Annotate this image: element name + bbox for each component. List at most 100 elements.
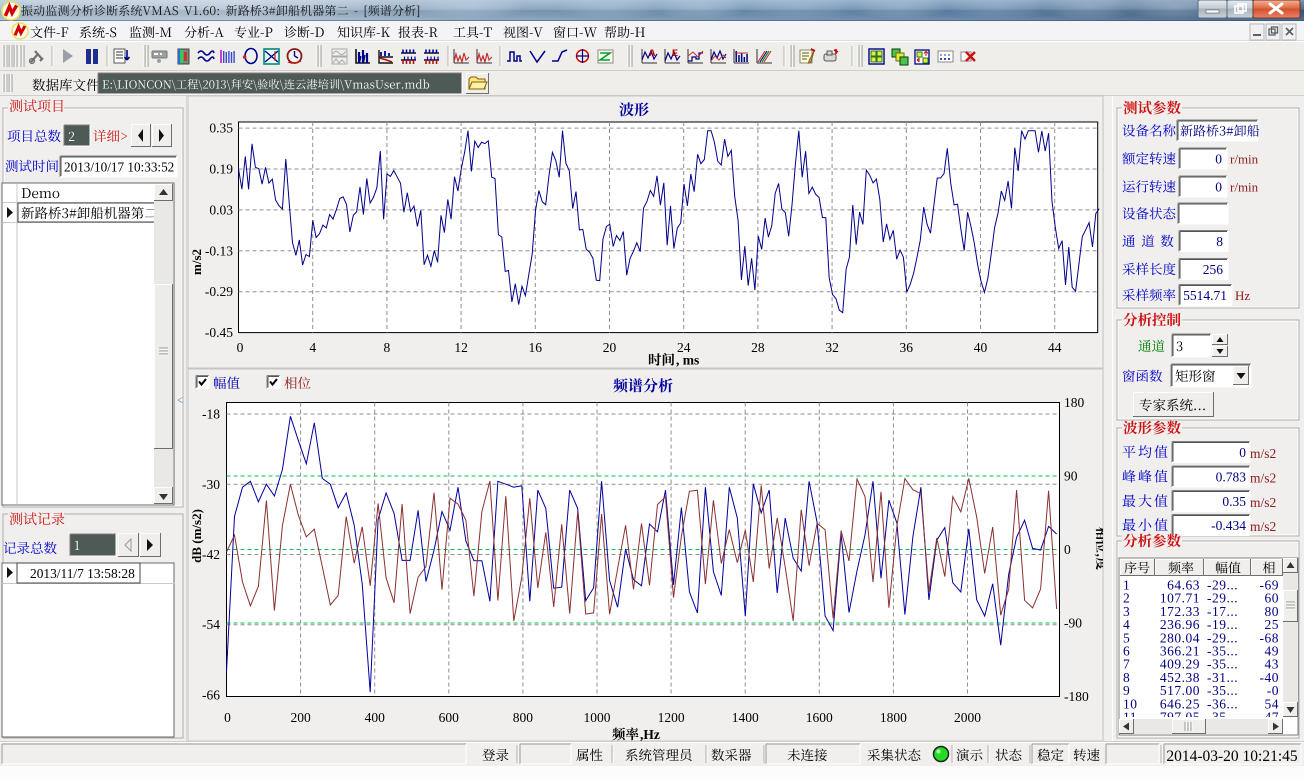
svg-text:44: 44 [1048, 340, 1062, 355]
svg-text:1800: 1800 [880, 710, 907, 725]
svg-text:6: 6 [1123, 644, 1130, 659]
svg-text:-42: -42 [202, 547, 220, 562]
svg-text:r/min: r/min [1230, 152, 1259, 167]
svg-text:2013/11/7 13:58:28: 2013/11/7 13:58:28 [30, 566, 135, 581]
svg-text:1: 1 [1123, 578, 1130, 593]
svg-text:20: 20 [603, 340, 617, 355]
svg-text:-180: -180 [1064, 689, 1089, 704]
svg-text:m/s2: m/s2 [1250, 519, 1276, 534]
svg-text:-69: -69 [1260, 578, 1280, 593]
svg-text:-35...: -35... [1207, 644, 1238, 659]
svg-text:,Hz: ,Hz [640, 727, 660, 742]
svg-text:8: 8 [1123, 670, 1130, 685]
svg-text:-68: -68 [1260, 630, 1280, 645]
svg-text:0: 0 [1215, 180, 1222, 195]
svg-text:A: A [649, 48, 656, 58]
svg-text:-90: -90 [1064, 616, 1082, 631]
svg-text:0.35: 0.35 [209, 121, 233, 136]
svg-text:49: 49 [1265, 644, 1280, 659]
svg-text:8: 8 [384, 340, 391, 355]
svg-text:9: 9 [1123, 683, 1130, 698]
svg-text:-19...: -19... [1207, 617, 1238, 632]
svg-text:-40: -40 [1260, 670, 1280, 685]
svg-text:r/min: r/min [1230, 180, 1259, 195]
svg-text:8: 8 [1216, 234, 1223, 249]
svg-text:-29...: -29... [1207, 578, 1238, 593]
svg-text:-0.13: -0.13 [205, 243, 233, 258]
svg-text:40: 40 [974, 340, 988, 355]
svg-text:-54: -54 [202, 617, 220, 632]
svg-text:m/s2: m/s2 [1250, 446, 1276, 461]
svg-text:797.05: 797.05 [1160, 710, 1200, 725]
svg-text:90: 90 [1064, 469, 1078, 484]
svg-text:80: 80 [1265, 604, 1280, 619]
svg-text:517.00: 517.00 [1160, 683, 1200, 698]
svg-text:10: 10 [1123, 696, 1138, 711]
svg-text:3: 3 [1123, 604, 1130, 619]
svg-text:-29...: -29... [1207, 630, 1238, 645]
svg-text:366.21: 366.21 [1160, 644, 1200, 659]
svg-text:24: 24 [677, 340, 691, 355]
svg-text:600: 600 [439, 710, 460, 725]
svg-text:2000: 2000 [954, 710, 981, 725]
svg-text:1400: 1400 [732, 710, 759, 725]
svg-text:180: 180 [1064, 395, 1085, 410]
svg-text:1000: 1000 [584, 710, 611, 725]
svg-text:0: 0 [1064, 542, 1071, 557]
svg-text:7: 7 [1123, 657, 1130, 672]
svg-text:2: 2 [1123, 591, 1130, 606]
svg-text:dB (m/s2): dB (m/s2) [189, 509, 204, 563]
svg-text:0: 0 [224, 710, 231, 725]
svg-text:12: 12 [454, 340, 468, 355]
svg-text:4: 4 [309, 340, 316, 355]
svg-text:400: 400 [365, 710, 386, 725]
svg-text:4: 4 [1123, 617, 1130, 632]
svg-text:-31...: -31... [1207, 670, 1238, 685]
svg-text:-0.434: -0.434 [1211, 518, 1246, 533]
svg-text:11: 11 [1123, 710, 1137, 725]
svg-text:28: 28 [751, 340, 765, 355]
svg-text:m/s2: m/s2 [1250, 471, 1276, 486]
svg-text:172.33: 172.33 [1160, 604, 1200, 619]
svg-text:0.19: 0.19 [209, 162, 233, 177]
svg-text:-30: -30 [202, 477, 220, 492]
svg-text:16: 16 [529, 340, 543, 355]
svg-text:0.783: 0.783 [1216, 470, 1247, 485]
svg-text:2013/10/17 10:33:52: 2013/10/17 10:33:52 [64, 160, 174, 175]
svg-text:0.03: 0.03 [209, 202, 233, 217]
svg-text:m/s2: m/s2 [1250, 495, 1276, 510]
svg-text:200: 200 [290, 710, 311, 725]
svg-text:-35...: -35... [1207, 683, 1238, 698]
svg-text:1200: 1200 [658, 710, 685, 725]
svg-text:m/s2: m/s2 [189, 249, 204, 275]
svg-text:0: 0 [237, 340, 244, 355]
svg-text:0.35: 0.35 [1222, 494, 1246, 509]
svg-text:-0.29: -0.29 [205, 284, 233, 299]
svg-text:36: 36 [900, 340, 914, 355]
svg-text:0: 0 [1239, 445, 1246, 460]
svg-text:107.71: 107.71 [1160, 591, 1200, 606]
svg-text:64.63: 64.63 [1167, 578, 1200, 593]
svg-text:-35...: -35... [1207, 657, 1238, 672]
svg-text:0: 0 [1215, 152, 1222, 167]
svg-text:Hz: Hz [1235, 288, 1250, 303]
svg-text:1600: 1600 [806, 710, 833, 725]
svg-text:60: 60 [1265, 591, 1280, 606]
svg-text:646.25: 646.25 [1160, 696, 1200, 711]
svg-text:25: 25 [1265, 617, 1280, 632]
svg-text:43: 43 [1265, 657, 1280, 672]
svg-text:-36...: -36... [1207, 696, 1238, 711]
svg-text:5: 5 [1123, 630, 1130, 645]
svg-text:409.29: 409.29 [1160, 657, 1200, 672]
svg-text:54: 54 [1265, 696, 1280, 711]
svg-text:236.96: 236.96 [1160, 617, 1200, 632]
svg-text:2014-03-20 10:21:45: 2014-03-20 10:21:45 [1166, 748, 1298, 765]
svg-text:800: 800 [513, 710, 534, 725]
svg-text:452.38: 452.38 [1160, 670, 1200, 685]
svg-text:256: 256 [1203, 262, 1224, 277]
svg-text:-35...: -35... [1207, 710, 1238, 725]
svg-text:, ms: , ms [676, 353, 699, 368]
svg-text:32: 32 [825, 340, 839, 355]
svg-text:-29...: -29... [1207, 591, 1238, 606]
svg-text:-17...: -17... [1207, 604, 1238, 619]
